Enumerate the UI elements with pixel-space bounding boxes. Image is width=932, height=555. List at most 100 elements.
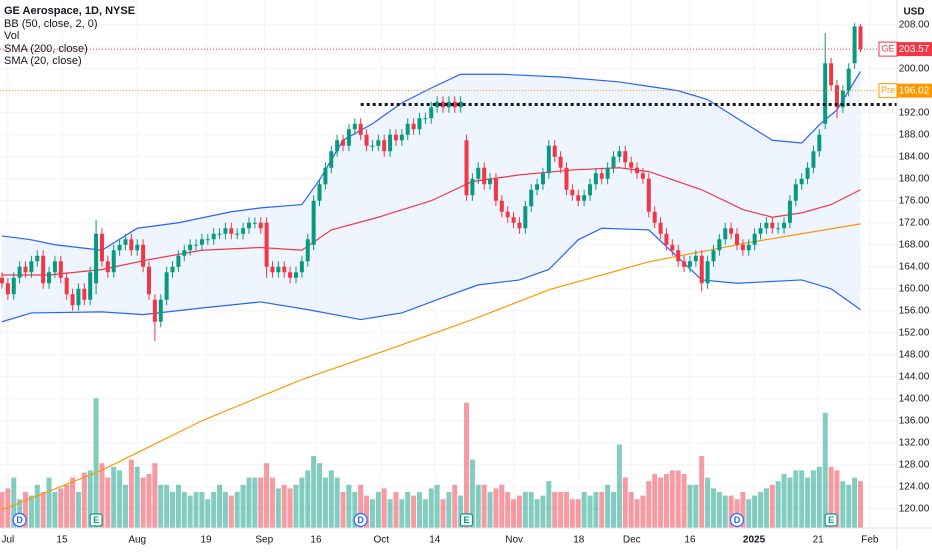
volume-bar [663,473,669,528]
volume-bar [105,477,111,528]
volume-bar [763,488,769,528]
volume-bar [458,495,464,528]
candle-body [335,140,340,152]
x-tick-label: Jul [1,535,14,546]
y-tick-label: 180.00 [899,173,930,184]
volume-bar [40,491,46,528]
legend-bb[interactable]: BB (50, close, 2, 0) [4,18,98,30]
x-tick-label: 16 [310,535,322,546]
candle-body [5,283,10,295]
volume-bar [246,477,252,528]
x-tick-label: Nov [505,535,523,546]
event-marker[interactable]: E [89,513,103,527]
candle-body [658,222,663,234]
candle-body [411,123,416,130]
candle-body [629,162,634,168]
y-tick-label: 132.00 [899,437,930,448]
volume-bar [799,470,805,528]
volume-bar [781,473,787,528]
legend-vol[interactable]: Vol [4,30,19,42]
candle-body [288,272,293,278]
candle-body [223,228,228,234]
volume-bar [140,477,146,528]
volume-bar [616,444,622,528]
volume-bar [846,484,852,528]
volume-bar [346,484,352,528]
event-marker[interactable]: E [459,513,474,527]
candle-body [740,244,745,251]
volume-bar [387,499,393,528]
candle-body [305,239,310,262]
candle-body [188,244,193,251]
candle-body [717,239,722,251]
volume-bar [322,477,328,528]
volume-bar [28,495,34,528]
candle-body [294,272,298,278]
candle-body [858,26,863,50]
volume-bar [487,491,493,528]
volume-bar [446,491,452,528]
candle-body [617,151,622,157]
volume-bar [493,488,499,528]
y-tick-label: 184.00 [899,151,930,162]
volume-bar [475,484,481,528]
volume-bar [528,491,534,528]
x-tick-label: 16 [684,535,696,546]
candle-body [640,173,645,179]
volume-bar [428,488,434,528]
candle-body [746,244,751,251]
event-marker[interactable]: D [12,512,27,528]
candle-body [94,233,99,284]
volume-bar [264,463,270,528]
candle-body [376,140,381,146]
event-marker[interactable]: D [353,512,368,528]
candle-body [564,167,569,190]
axes: 120.00 124.00 128.00 132.00 136.00 140.00 144.… [1,19,929,545]
volume-bar [75,491,81,528]
volume-bar [499,484,505,528]
event-badge [824,513,838,527]
candle-body [552,145,557,157]
volume-bar [46,477,52,528]
volume-bar [87,470,93,528]
volume-bar [628,491,634,528]
volume-bar [828,466,834,528]
volume-bar [181,491,187,528]
volume-bar [740,491,746,528]
candle-body [770,222,775,229]
candle-body [823,63,828,124]
x-tick-label: Aug [128,535,146,546]
sma-line [1,223,861,511]
candle-body [729,228,734,234]
volume-bar [552,491,558,528]
candle-body [652,211,657,223]
candle-body [88,272,93,300]
candle-body [517,222,522,229]
candle-body [458,101,463,108]
y-tick-label: 156.00 [899,305,930,316]
candle-body [758,228,763,234]
y-tick-label: 124.00 [899,481,930,492]
y-tick-label: 208.00 [899,19,930,30]
event-marker[interactable]: E [824,513,838,527]
candle-body [270,266,275,273]
event-marker[interactable]: D [729,512,745,528]
volume-bar [646,481,652,528]
volume-bar [481,484,487,528]
volume-bar [170,491,176,528]
volume-bar [422,499,428,528]
candle-body [317,184,322,201]
y-tick-label: 164.00 [899,261,930,272]
volume-bar [311,455,317,528]
candle-body [523,206,528,229]
candle-body [735,233,739,245]
volume-bar [805,477,811,528]
currency-label[interactable]: USD [903,7,924,18]
volume-bar [622,477,628,528]
legend-sma20[interactable]: SMA (20, close) [4,55,82,67]
candle-body [464,140,469,196]
volume-bar [99,463,105,528]
volume-bar [381,488,387,528]
volume-bar [393,491,399,528]
